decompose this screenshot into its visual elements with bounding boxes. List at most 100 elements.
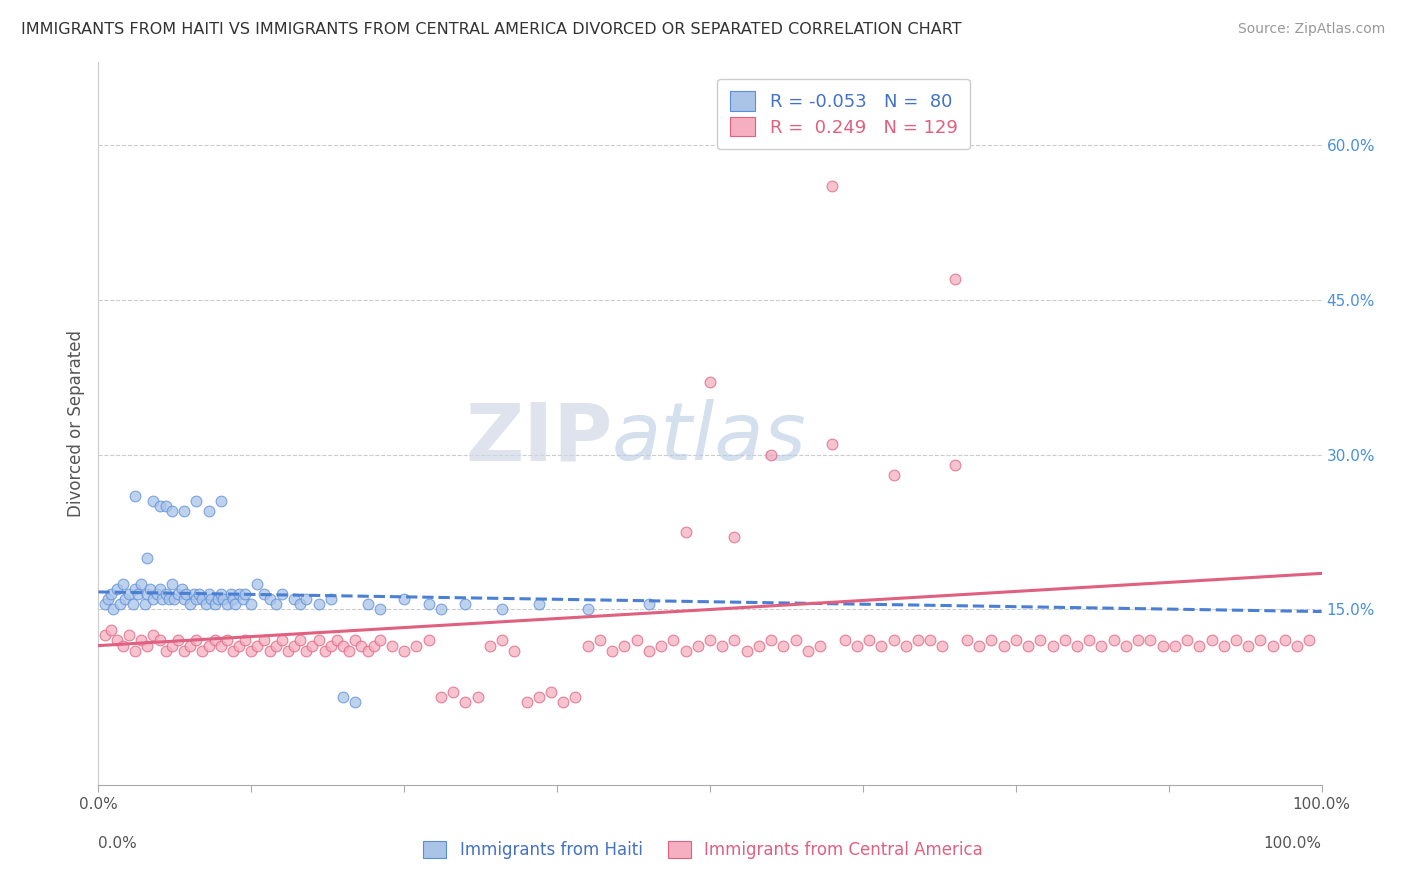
Point	[1017, 639, 1039, 653]
Point	[491, 602, 513, 616]
Point	[491, 633, 513, 648]
Point	[564, 690, 586, 705]
Point	[301, 639, 323, 653]
Point	[155, 587, 177, 601]
Point	[332, 639, 354, 653]
Point	[723, 633, 745, 648]
Point	[845, 639, 868, 653]
Point	[149, 582, 172, 596]
Point	[454, 598, 477, 612]
Point	[1115, 639, 1137, 653]
Point	[576, 602, 599, 616]
Point	[894, 639, 917, 653]
Point	[129, 576, 152, 591]
Point	[142, 628, 165, 642]
Point	[179, 639, 201, 653]
Point	[270, 633, 294, 648]
Point	[675, 524, 697, 539]
Point	[797, 644, 820, 658]
Point	[527, 690, 550, 705]
Point	[418, 633, 440, 648]
Point	[821, 179, 844, 194]
Point	[1274, 633, 1296, 648]
Point	[576, 639, 599, 653]
Point	[943, 272, 966, 286]
Point	[173, 592, 195, 607]
Point	[124, 582, 146, 596]
Point	[246, 639, 269, 653]
Text: IMMIGRANTS FROM HAITI VS IMMIGRANTS FROM CENTRAL AMERICA DIVORCED OR SEPARATED C: IMMIGRANTS FROM HAITI VS IMMIGRANTS FROM…	[21, 22, 962, 37]
Point	[993, 639, 1015, 653]
Point	[200, 592, 222, 607]
Point	[197, 639, 219, 653]
Point	[392, 644, 416, 658]
Point	[1042, 639, 1064, 653]
Point	[337, 644, 360, 658]
Point	[252, 633, 274, 648]
Point	[136, 550, 159, 565]
Point	[1286, 639, 1309, 653]
Point	[772, 639, 794, 653]
Point	[219, 587, 242, 601]
Point	[93, 628, 115, 642]
Point	[179, 598, 201, 612]
Point	[1298, 633, 1320, 648]
Point	[735, 644, 758, 658]
Point	[600, 644, 623, 658]
Point	[110, 598, 132, 612]
Point	[1102, 633, 1125, 648]
Point	[883, 468, 905, 483]
Point	[215, 633, 238, 648]
Point	[240, 598, 263, 612]
Point	[943, 458, 966, 472]
Point	[1090, 639, 1112, 653]
Point	[146, 587, 169, 601]
Point	[527, 598, 550, 612]
Point	[626, 633, 648, 648]
Point	[308, 598, 330, 612]
Legend: Immigrants from Haiti, Immigrants from Central America: Immigrants from Haiti, Immigrants from C…	[416, 834, 990, 866]
Point	[931, 639, 953, 653]
Point	[207, 592, 229, 607]
Point	[187, 587, 209, 601]
Point	[127, 587, 149, 601]
Point	[136, 587, 159, 601]
Text: ZIP: ZIP	[465, 399, 612, 477]
Point	[134, 598, 156, 612]
Point	[356, 598, 378, 612]
Point	[308, 633, 330, 648]
Point	[675, 644, 697, 658]
Point	[1188, 639, 1211, 653]
Point	[1053, 633, 1076, 648]
Point	[1004, 633, 1026, 648]
Point	[270, 587, 294, 601]
Point	[699, 633, 721, 648]
Point	[748, 639, 770, 653]
Point	[613, 639, 636, 653]
Point	[503, 644, 526, 658]
Point	[197, 587, 219, 601]
Point	[215, 598, 238, 612]
Point	[662, 633, 685, 648]
Point	[1139, 633, 1161, 648]
Point	[111, 639, 134, 653]
Point	[326, 633, 349, 648]
Point	[1164, 639, 1187, 653]
Point	[637, 644, 661, 658]
Point	[368, 633, 391, 648]
Point	[1249, 633, 1271, 648]
Point	[1029, 633, 1052, 648]
Point	[1261, 639, 1284, 653]
Point	[176, 587, 198, 601]
Point	[761, 633, 783, 648]
Point	[118, 628, 141, 642]
Point	[418, 598, 440, 612]
Point	[834, 633, 856, 648]
Point	[124, 489, 146, 503]
Point	[553, 695, 575, 709]
Point	[157, 592, 180, 607]
Point	[183, 587, 205, 601]
Point	[186, 494, 208, 508]
Point	[283, 592, 305, 607]
Point	[467, 690, 489, 705]
